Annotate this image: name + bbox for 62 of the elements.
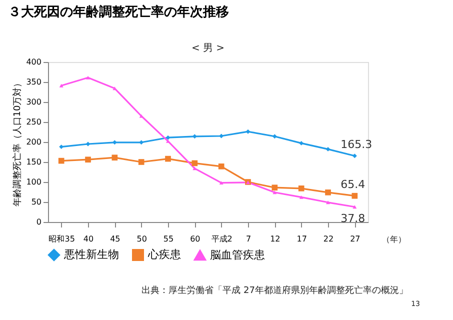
point (219, 181, 224, 185)
x-tick-label: 昭和35 (48, 234, 75, 244)
x-tick-label: 平成2 (211, 234, 232, 244)
y-tick-label: 100 (26, 178, 42, 186)
point (112, 140, 117, 145)
point (218, 163, 224, 170)
y-tick-label: 350 (26, 78, 42, 86)
point (139, 140, 144, 145)
y-tick-label: 50 (31, 198, 42, 206)
point (138, 159, 144, 165)
y-tick-label: 400 (26, 58, 42, 66)
point (326, 146, 330, 152)
point (326, 200, 330, 204)
point (85, 156, 91, 163)
point (352, 192, 358, 199)
data-label: 37.8 (340, 212, 366, 225)
y-tick-label: 250 (26, 118, 42, 126)
y-tick-label: 200 (26, 138, 42, 146)
y-tick-label: 150 (26, 158, 42, 166)
point (219, 134, 224, 138)
point (59, 144, 64, 150)
legend-label: 悪性新生物 (63, 248, 119, 261)
point (246, 129, 250, 134)
x-tick-label: 50 (136, 234, 147, 244)
point (299, 195, 304, 199)
x-tick-label: 55 (163, 234, 174, 244)
legend-label: 心疾患 (147, 248, 181, 261)
chart-subtitle: < 男 > (191, 43, 225, 54)
chart-title: ３大死因の年齢調整死亡率の年次推移 (8, 4, 229, 20)
point (325, 189, 331, 196)
data-label: 165.3 (340, 138, 372, 151)
y-tick-label: 300 (26, 98, 42, 106)
point (192, 166, 197, 170)
point (352, 205, 357, 209)
point (298, 185, 304, 192)
x-tick-label: 17 (296, 234, 307, 244)
point (86, 142, 90, 146)
data-label: 65.4 (340, 178, 366, 191)
x-tick-label: 22 (323, 234, 334, 244)
point (272, 190, 277, 194)
y-axis-title: 年齢調整死亡率（人口10万対） (12, 78, 24, 207)
x-tick-label: 40 (83, 234, 94, 244)
point (86, 76, 90, 80)
source-note: 出典：厚生労働省「平成 27年都道府県別年齢調整死亡率の概況」 (142, 285, 408, 296)
y-tick-label: 0 (36, 218, 42, 226)
x-tick-label: 27 (350, 234, 360, 244)
point (352, 154, 357, 158)
point (192, 134, 197, 139)
text: （年） (382, 235, 406, 244)
x-tick-label: 60 (190, 234, 200, 244)
point (166, 135, 170, 140)
point (272, 184, 278, 191)
point (299, 140, 304, 146)
x-tick-label: 12 (270, 234, 280, 244)
legend-label: 脳血管疾患 (210, 248, 265, 262)
point (165, 156, 171, 162)
point (166, 139, 170, 143)
x-tick-label: 7 (246, 234, 252, 244)
x-tick-label: 45 (110, 234, 120, 244)
point (59, 84, 64, 88)
point (272, 134, 277, 139)
point (112, 154, 118, 161)
